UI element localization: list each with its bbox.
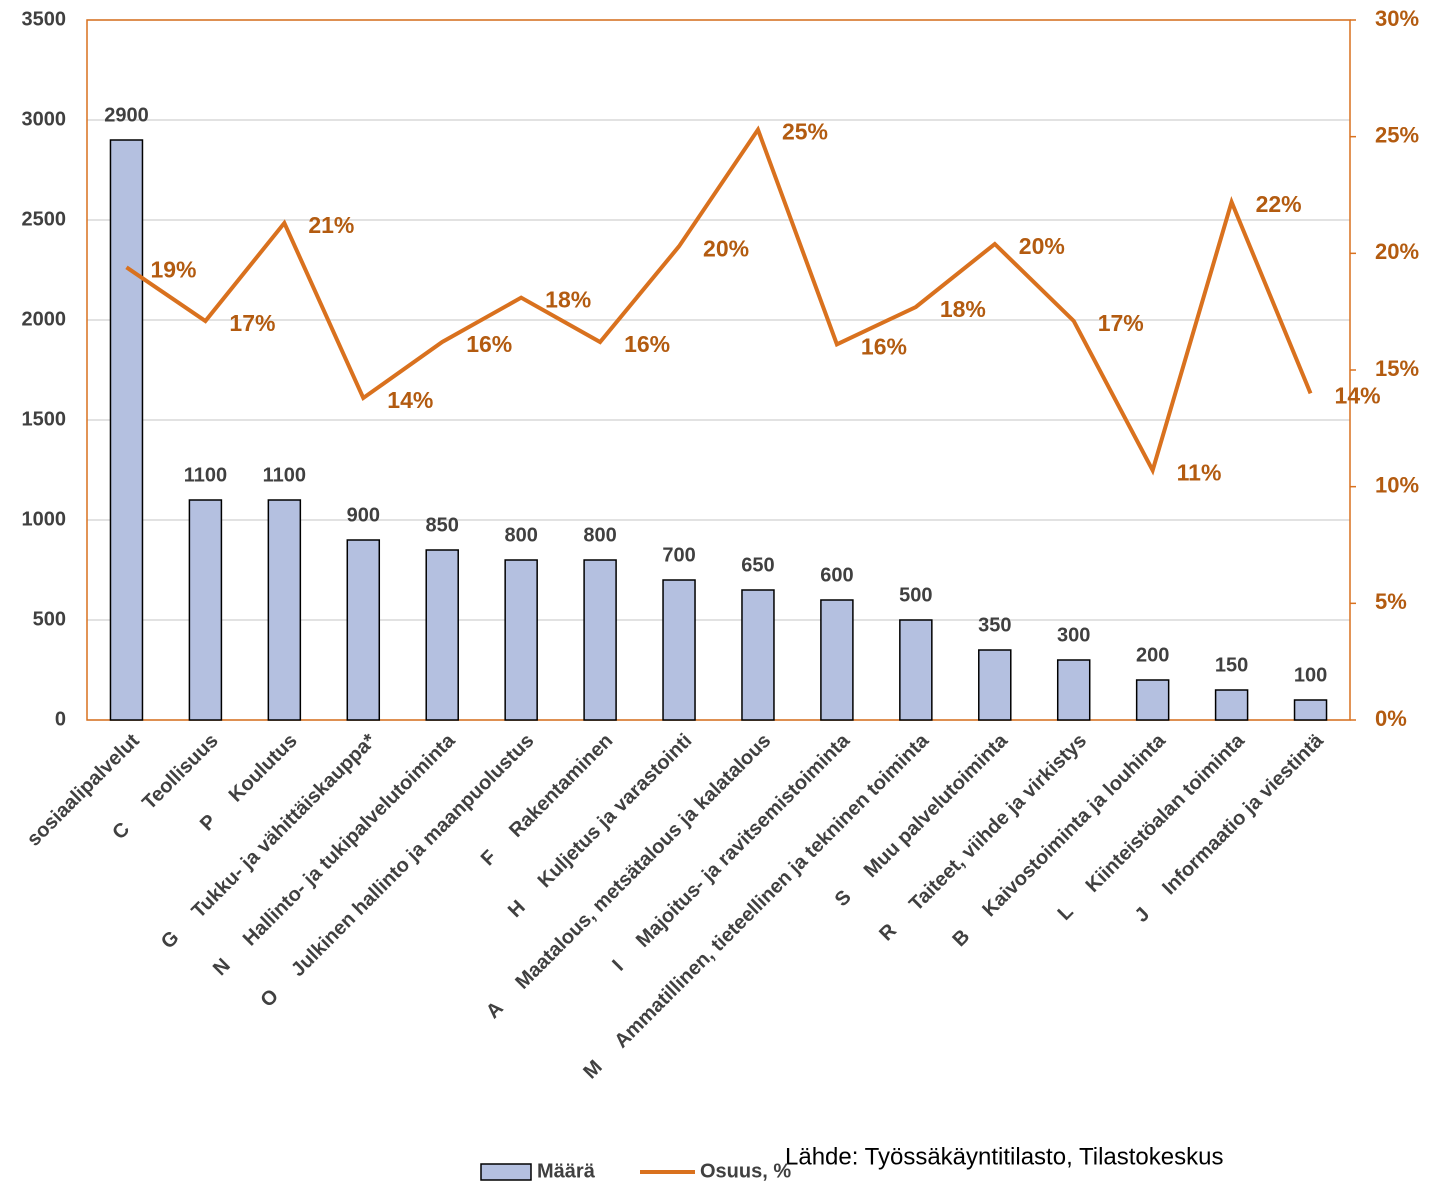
bar [662, 579, 696, 721]
line-label: 20% [1019, 233, 1065, 259]
bar-label: 100 [1294, 664, 1327, 686]
bar [188, 499, 223, 721]
y2-tick-label: 25% [1375, 122, 1419, 147]
bar [583, 559, 617, 721]
bar-label: 700 [662, 544, 695, 566]
line-label: 14% [1335, 382, 1381, 408]
bar [346, 539, 381, 721]
line-label: 25% [782, 119, 828, 145]
bar [1293, 699, 1328, 721]
y-tick-label: 0 [55, 708, 66, 730]
bar-label: 1100 [263, 464, 306, 486]
bar-label: 850 [426, 514, 459, 536]
line-label: 21% [308, 212, 354, 238]
y2-tick-label: 20% [1375, 239, 1419, 264]
x-tick-label: F Rakentaminen [477, 730, 618, 871]
line [125, 125, 1313, 476]
line-label: 17% [1098, 310, 1144, 336]
bar [1214, 689, 1249, 721]
y-tick-label: 3000 [22, 108, 67, 130]
bar [1056, 659, 1091, 721]
source: Lähde: Työssäkäyntitilasto, Tilastokesku… [785, 1143, 1223, 1170]
bar [109, 139, 144, 721]
bar-label: 1100 [184, 464, 227, 486]
line-label: 22% [1256, 191, 1302, 217]
line-label: 17% [229, 310, 275, 336]
bar [1135, 679, 1170, 721]
bar-label: 500 [899, 584, 932, 606]
legend-label: Määrä [537, 1160, 596, 1182]
bar-label: 900 [347, 504, 380, 526]
line-label: 16% [466, 331, 512, 357]
y2-tick-label: 5% [1375, 589, 1407, 614]
bar-label: 200 [1136, 644, 1169, 666]
y2-tick-label: 0% [1375, 706, 1407, 731]
bar-label: 800 [504, 524, 537, 546]
line-label: 19% [150, 256, 196, 282]
bar-label: 600 [820, 564, 853, 586]
bar [899, 619, 933, 721]
y-tick-label: 500 [33, 608, 66, 630]
line-label: 16% [861, 333, 907, 359]
y2-tick-label: 30% [1375, 6, 1419, 31]
bar [978, 649, 1012, 721]
plot-frame [86, 19, 1351, 721]
x-tick-label: O Julkinen hallinto ja maanpuolustus [256, 730, 538, 1012]
bar [820, 599, 854, 721]
y-tick-label: 1000 [22, 508, 67, 530]
line-label: 20% [703, 235, 749, 261]
bar-label: 2900 [104, 104, 149, 126]
bar-label: 300 [1057, 624, 1090, 646]
line-label: 16% [624, 331, 670, 357]
line-label: 18% [545, 287, 591, 313]
bar [425, 549, 459, 721]
bar [741, 589, 775, 721]
bar [267, 499, 302, 721]
bar-label: 650 [741, 554, 774, 576]
line-label: 14% [387, 387, 433, 413]
legend-label: Osuus, % [700, 1160, 791, 1182]
legend-swatch [480, 1163, 532, 1181]
y-tick-label: 1500 [22, 408, 67, 430]
y2-tick-label: 15% [1375, 356, 1419, 381]
bar-label: 350 [978, 614, 1011, 636]
line-label: 11% [1177, 459, 1222, 485]
bar [504, 559, 538, 721]
x-tick-label: A Maatalous, metsätalous ja kalatalous [482, 730, 775, 1023]
bar-label: 150 [1215, 654, 1248, 676]
bar-label: 800 [583, 524, 616, 546]
y-tick-label: 3500 [22, 8, 67, 30]
y-tick-label: 2000 [22, 308, 67, 330]
y2-tick-label: 10% [1375, 472, 1419, 497]
y-tick-label: 2500 [22, 208, 67, 230]
line-label: 18% [940, 296, 986, 322]
